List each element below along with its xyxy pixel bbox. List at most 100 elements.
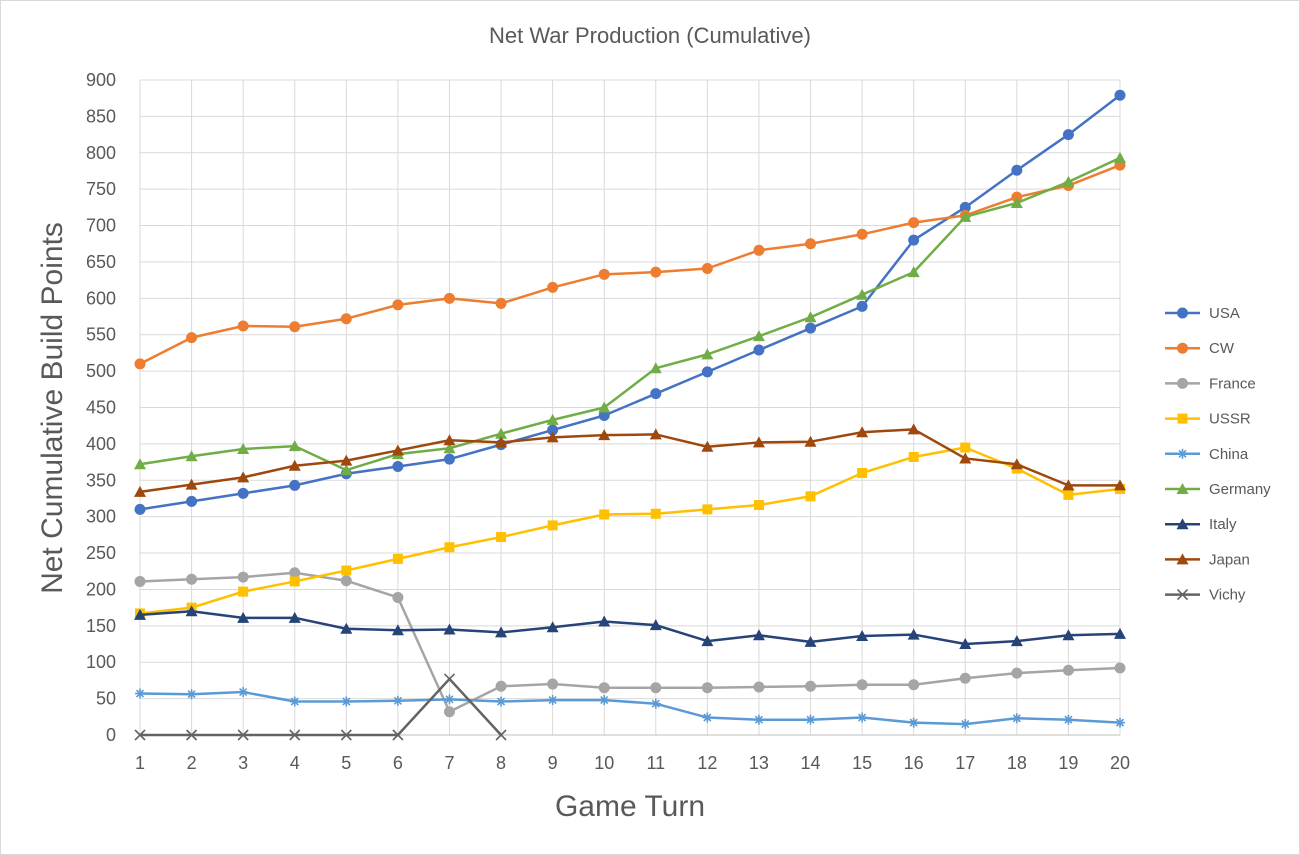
y-tick-label: 600 [86,288,116,308]
data-point-circle [1011,164,1023,176]
data-point-circle [237,320,249,332]
y-tick-label: 350 [86,470,116,490]
x-tick-label: 13 [749,753,769,773]
data-point-circle [186,495,198,507]
data-point-circle [856,228,868,240]
data-point-x [237,729,249,741]
data-point-circle [1011,667,1023,679]
series-line [139,94,1121,511]
data-point-triangle [134,485,146,497]
data-point-star [1063,714,1074,725]
data-point-triangle [907,266,920,278]
data-point-circle [805,322,817,334]
data-point-triangle [959,638,972,650]
data-point-circle [547,678,559,690]
data-point-triangle [391,624,404,636]
data-point-circle [289,567,301,579]
data-point-circle [598,682,610,694]
data-point-star [1177,448,1188,459]
data-point-circle [805,238,817,250]
data-point-circle [856,679,868,691]
data-point-triangle [1114,627,1126,639]
data-point-triangle [649,428,662,440]
data-point-square [1177,413,1188,424]
series-line [139,163,1121,365]
data-point-triangle [1062,479,1075,491]
y-tick-label: 850 [86,106,116,126]
data-point-star [341,696,352,707]
data-point-square [753,500,764,511]
data-point-circle [701,682,713,694]
y-tick-label: 100 [86,652,116,672]
data-point-triangle [340,464,353,476]
data-point-x [1176,589,1189,601]
data-point-triangle [288,440,301,452]
data-point-triangle [907,628,920,640]
y-tick-label: 400 [86,434,116,454]
legend-label: USA [1209,305,1240,322]
data-point-circle [392,591,404,603]
data-point-triangle [701,635,714,647]
data-point-star [908,717,919,728]
x-tick-label: 11 [646,753,665,773]
x-axis-title: Game Turn [555,790,705,823]
data-point-triangle [752,330,765,342]
data-point-triangle [1114,151,1126,163]
data-point-triangle [134,608,146,620]
series-france [134,567,1126,718]
data-point-square [908,451,919,462]
legend-label: USSR [1209,411,1251,428]
y-tick-label: 650 [86,252,116,272]
legend-label: China [1209,446,1249,463]
data-point-circle [443,453,455,465]
data-point-star [289,696,300,707]
series-vichy [134,673,507,741]
data-point-square [392,553,403,564]
x-tick-label: 16 [904,753,924,773]
series-line [139,156,1121,472]
data-point-circle [753,244,765,256]
x-tick-label: 5 [341,753,351,773]
data-point-star [857,712,868,723]
legend-label: Italy [1209,516,1237,533]
data-point-circle [134,503,146,515]
data-point-triangle [701,348,714,360]
data-point-circle [650,682,662,694]
x-tick-label: 12 [697,753,717,773]
y-axis-title: Net Cumulative Build Points [36,222,69,594]
x-tick-label: 19 [1058,753,1078,773]
data-point-square [1063,489,1074,500]
data-point-square [238,586,249,597]
data-point-x [289,729,301,741]
data-point-circle [443,706,455,718]
legend-item: CW [1165,340,1235,357]
data-point-circle [650,266,662,278]
data-point-triangle [546,621,559,633]
data-point-star [753,714,764,725]
y-tick-label: 800 [86,143,116,163]
data-point-triangle [856,426,869,438]
data-point-square [960,442,971,453]
data-point-circle [753,344,765,356]
data-point-triangle [959,210,972,222]
data-point-star [1011,713,1022,724]
data-point-circle [134,358,146,370]
data-point-circle [186,573,198,585]
gridlines [139,79,1121,736]
data-point-triangle [340,454,353,466]
x-tick-label: 6 [393,753,403,773]
data-point-triangle [288,611,301,623]
y-tick-label: 500 [86,361,116,381]
data-point-triangle [701,440,714,452]
series-line [139,571,1121,713]
data-point-triangle [598,615,611,627]
legend-label: Germany [1209,481,1271,498]
data-point-circle [495,680,507,692]
data-point-circle [1177,342,1188,354]
data-point-triangle [237,611,250,623]
data-point-circle [340,575,352,587]
data-point-square [496,532,507,543]
data-point-circle [392,460,404,472]
y-tick-label: 300 [86,507,116,527]
x-tick-label: 8 [496,753,506,773]
